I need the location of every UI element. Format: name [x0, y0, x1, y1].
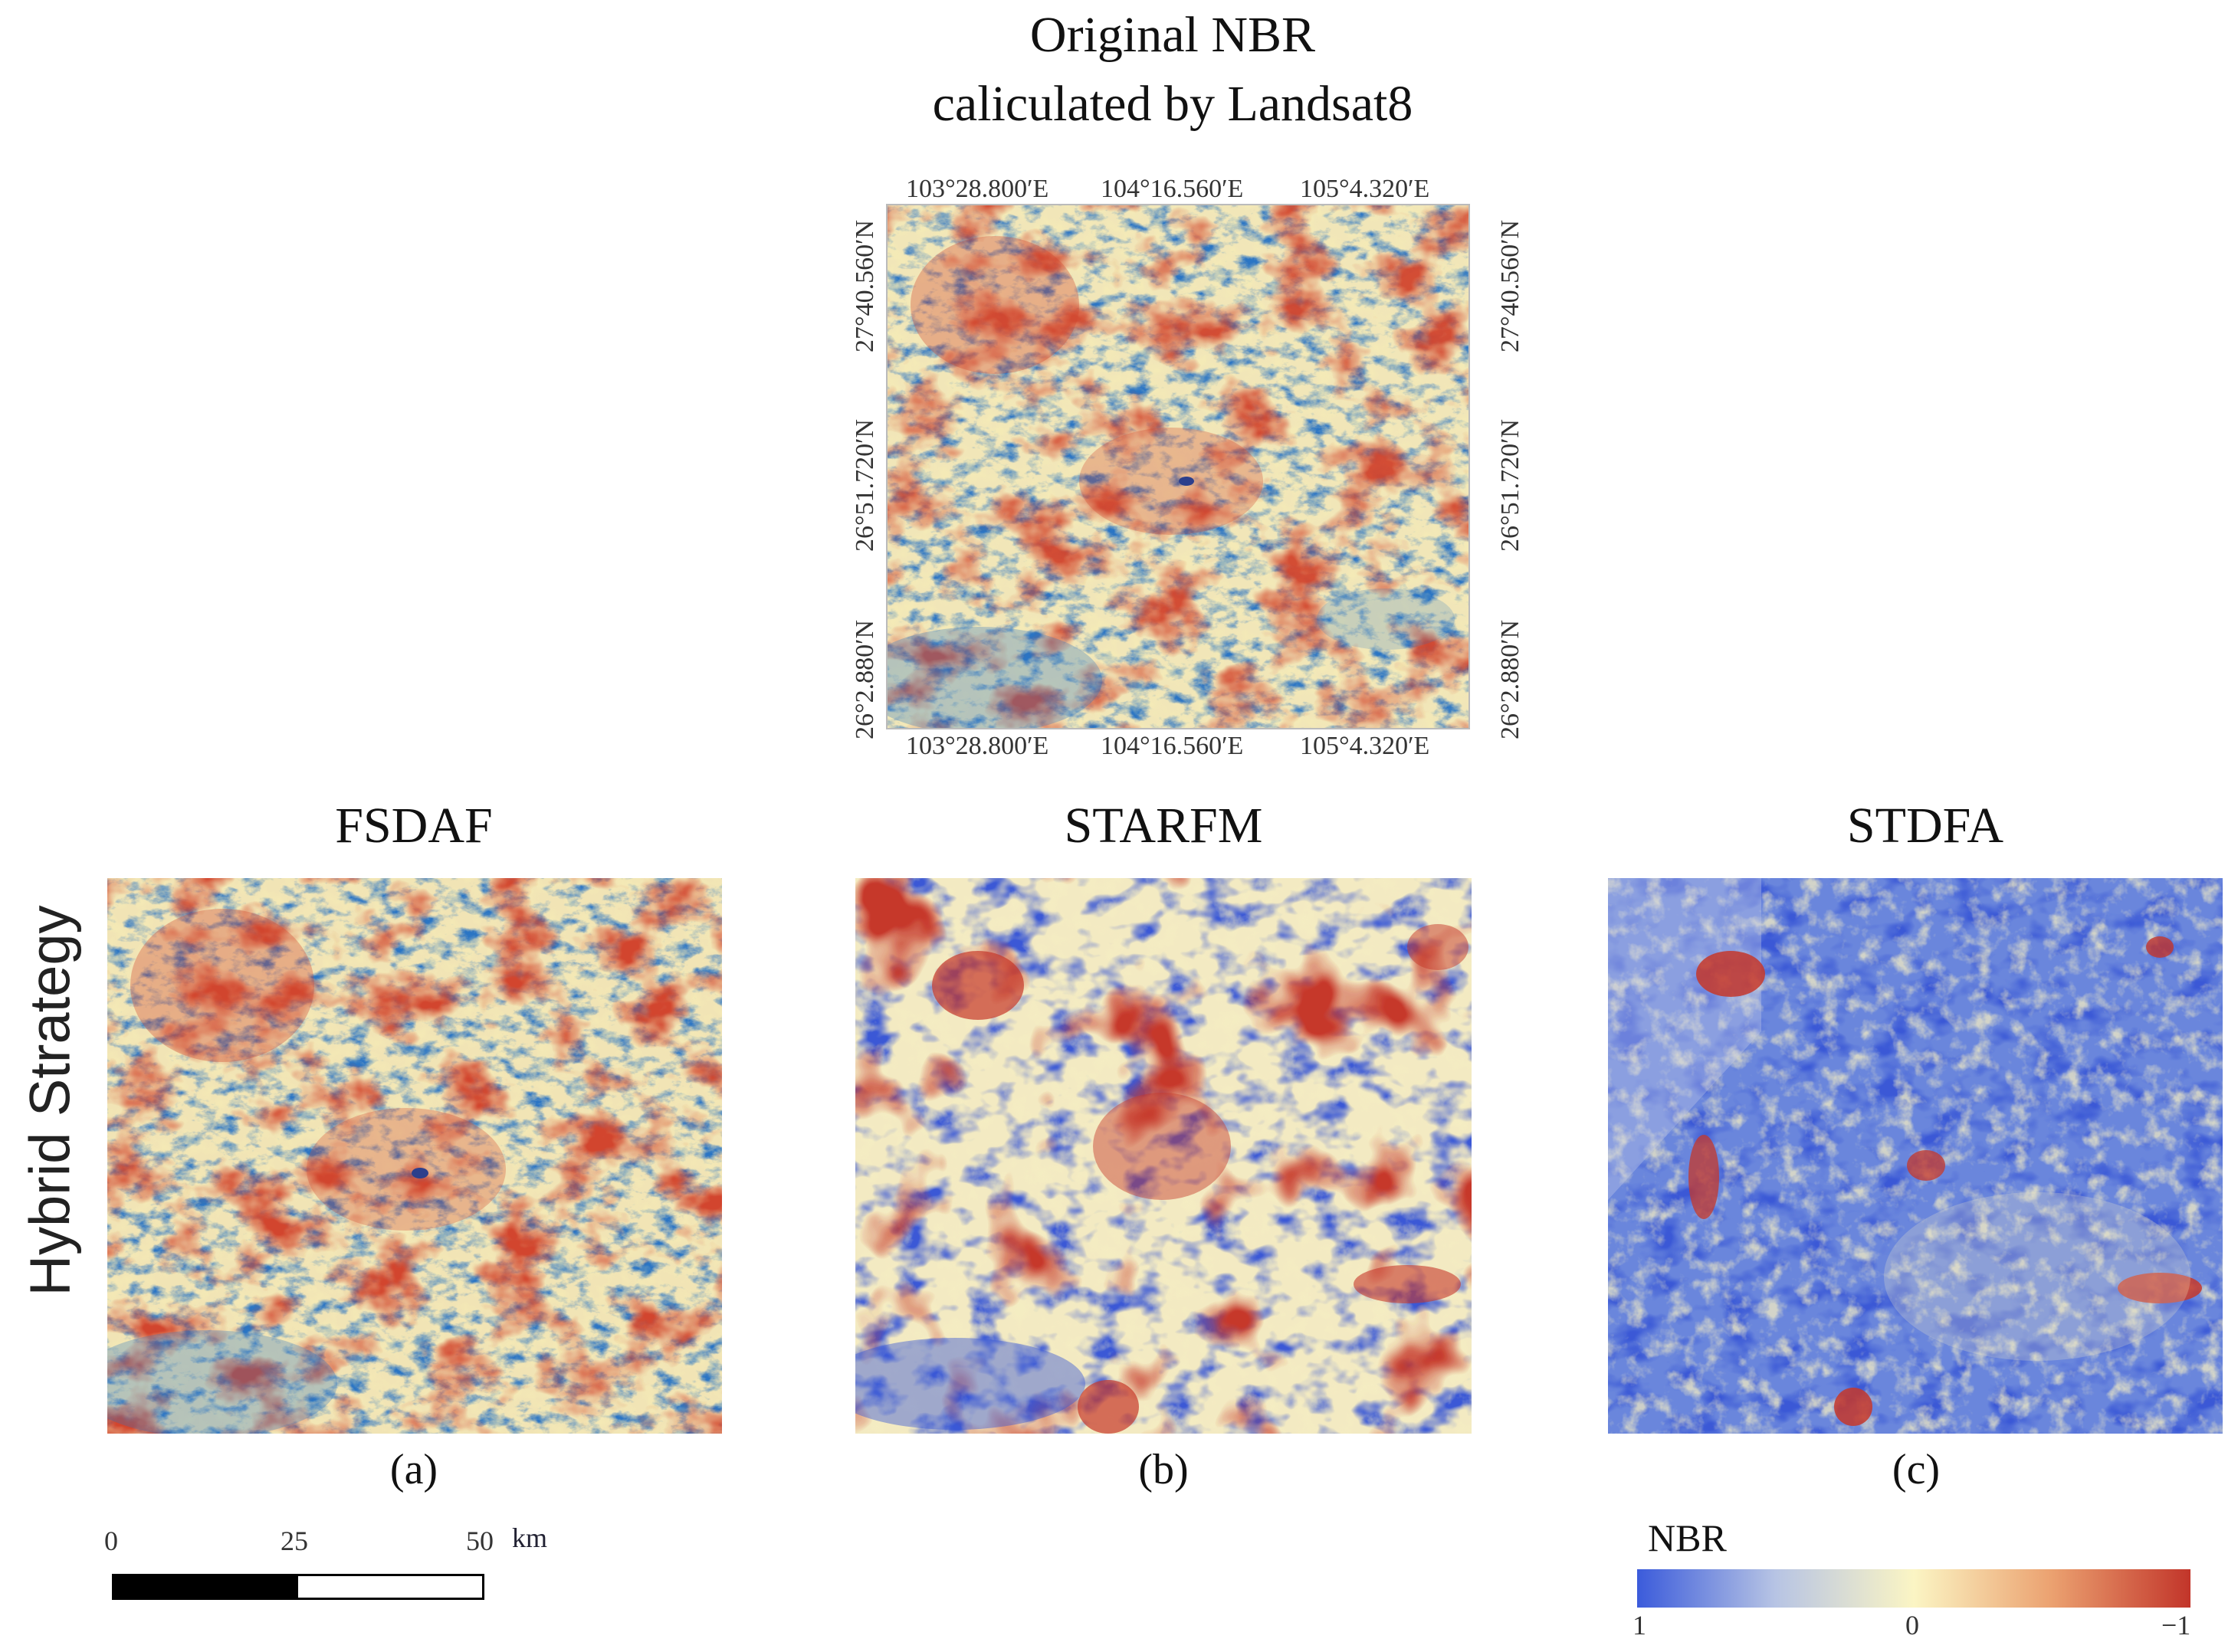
scale-bar-black-segment	[114, 1576, 298, 1598]
lon-label-bottom-1: 103°28.800′E	[906, 732, 1049, 760]
scale-tick-25: 25	[281, 1526, 308, 1556]
scale-bar-white-segment	[298, 1576, 482, 1598]
original-nbr-raster	[888, 205, 1468, 728]
legend-tick-0: 0	[1905, 1610, 1919, 1641]
legend-tick-minus-1: −1	[2161, 1610, 2191, 1641]
original-nbr-map	[886, 204, 1470, 729]
stdfa-raster	[1608, 878, 2223, 1434]
scale-tick-0: 0	[104, 1526, 118, 1556]
legend-colorbar	[1637, 1569, 2190, 1608]
lat-label-left-2: 26°51.720′N	[851, 418, 879, 552]
top-map-title-line1: Original NBR	[1029, 7, 1316, 63]
row-label-hybrid-strategy: Hybrid Strategy	[18, 905, 82, 1296]
scale-unit: km	[512, 1523, 548, 1553]
lat-label-right-2: 26°51.720′N	[1496, 418, 1524, 552]
starfm-map	[855, 878, 1472, 1434]
panel-title-stdfa: STDFA	[1846, 798, 2004, 854]
top-map-title-line2: caliculated by Landsat8	[932, 76, 1413, 132]
legend-title: NBR	[1648, 1516, 1727, 1559]
lat-label-right-3: 26°2.880′N	[1496, 619, 1524, 739]
panel-label-b: (b)	[1138, 1446, 1189, 1493]
lon-label-bottom-3: 105°4.320′E	[1300, 732, 1430, 760]
lon-label-bottom-2: 104°16.560′E	[1101, 732, 1244, 760]
panel-title-starfm: STARFM	[1064, 798, 1263, 854]
stdfa-map	[1608, 878, 2223, 1434]
scale-tick-50: 50	[466, 1526, 494, 1556]
panel-title-fsdaf: FSDAF	[335, 798, 493, 854]
fsdaf-raster	[107, 878, 722, 1434]
scale-bar	[112, 1574, 484, 1600]
lon-label-top-3: 105°4.320′E	[1300, 175, 1430, 203]
panel-label-a: (a)	[389, 1446, 438, 1493]
legend-tick-1: 1	[1633, 1610, 1646, 1641]
fsdaf-map	[107, 878, 722, 1434]
lat-label-left-1: 27°40.560′N	[851, 219, 879, 352]
lat-label-left-3: 26°2.880′N	[851, 619, 879, 739]
starfm-raster	[855, 878, 1472, 1434]
panel-label-c: (c)	[1892, 1446, 1941, 1493]
lat-label-right-1: 27°40.560′N	[1496, 219, 1524, 352]
lon-label-top-2: 104°16.560′E	[1101, 175, 1244, 203]
lon-label-top-1: 103°28.800′E	[906, 175, 1049, 203]
